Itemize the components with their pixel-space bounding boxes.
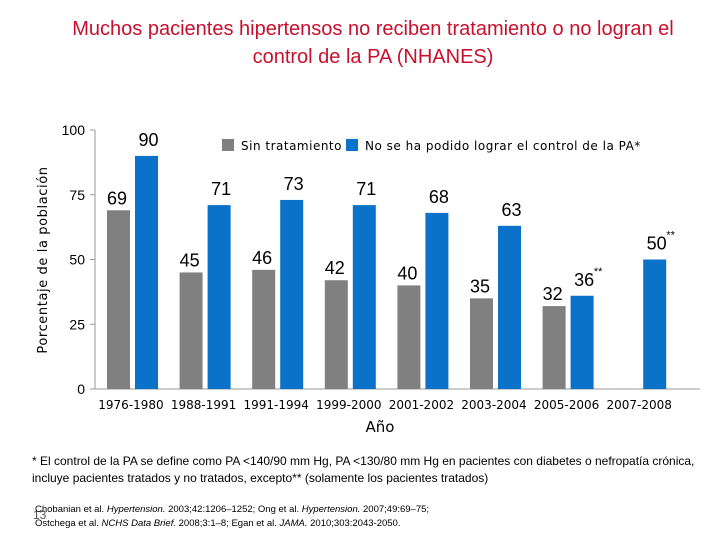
bar-sin-tratamiento xyxy=(470,298,493,389)
data-label-sin-tratamiento: 32 xyxy=(543,284,563,304)
data-label-no-control: 50 xyxy=(647,234,667,254)
x-tick-label: 2001-2002 xyxy=(389,398,454,412)
bar-no-control xyxy=(280,199,304,389)
y-tick-label: 25 xyxy=(69,316,85,332)
data-label-no-control: 68 xyxy=(429,187,449,207)
x-tick-label: 1991-1994 xyxy=(243,398,308,412)
data-label-annotation: ** xyxy=(594,266,603,278)
bar-sin-tratamiento xyxy=(252,269,276,389)
ref3-authors: Ostchega et al. xyxy=(35,518,102,529)
ref4-rest: 2010;303:2043-2050. xyxy=(307,518,401,529)
data-label-no-control: 90 xyxy=(138,130,158,150)
ref3-rest: 2008;3:1–8; Egan et al. xyxy=(175,518,280,529)
bar-no-control xyxy=(352,205,376,389)
x-tick-label: 1988-1991 xyxy=(171,398,236,412)
data-label-sin-tratamiento: 42 xyxy=(325,258,345,278)
data-label-sin-tratamiento: 35 xyxy=(470,276,490,296)
bar-no-control xyxy=(135,155,158,389)
legend-swatch-no-control xyxy=(346,139,358,151)
data-label-sin-tratamiento: 45 xyxy=(180,250,200,270)
bar-no-control xyxy=(207,205,231,389)
ref2-rest: 2007;49:69–75; xyxy=(360,504,430,515)
references-line-1: Chobanian et al. Hypertension. 2003;42:1… xyxy=(35,503,685,517)
data-label-no-control: 71 xyxy=(211,179,231,199)
data-label-no-control: 73 xyxy=(284,174,304,194)
x-tick-label: 1999-2000 xyxy=(316,398,381,412)
bar-sin-tratamiento xyxy=(542,306,566,389)
page-title: Muchos pacientes hipertensos no reciben … xyxy=(72,18,674,68)
bar-no-control xyxy=(498,225,521,389)
ref2-journal: Hypertension. xyxy=(301,504,361,515)
x-tick-label: 2005-2006 xyxy=(534,398,599,412)
ref1-rest: 2003;42:1206–1252; Ong et al. xyxy=(165,504,302,515)
bar-no-control xyxy=(643,259,667,389)
bar-sin-tratamiento xyxy=(107,210,130,389)
x-axis-label: Año xyxy=(366,418,395,436)
legend-label-sin-tratamiento: Sin tratamiento xyxy=(241,139,342,153)
ref4-journal: JAMA. xyxy=(279,518,308,529)
data-label-no-control: 71 xyxy=(356,179,376,199)
legend-label-no-control: No se ha podido lograr el control de la … xyxy=(365,139,641,153)
bar-sin-tratamiento xyxy=(179,272,203,389)
data-label-sin-tratamiento: 46 xyxy=(252,248,272,268)
x-tick-label: 2003-2004 xyxy=(461,398,526,412)
footnote: * El control de la PA se define como PA … xyxy=(32,454,695,485)
bar-no-control xyxy=(425,212,449,389)
y-tick-label: 75 xyxy=(69,187,85,203)
y-tick-label: 50 xyxy=(69,252,85,268)
bar-sin-tratamiento xyxy=(397,285,421,389)
ref1-journal: Hypertension. xyxy=(106,504,166,515)
data-label-sin-tratamiento: 40 xyxy=(397,263,417,283)
legend-swatch-sin-tratamiento xyxy=(222,139,234,151)
x-tick-label: 1976-1980 xyxy=(98,398,163,412)
y-axis-label: Porcentaje de la población xyxy=(36,166,51,353)
x-tick-label: 2007-2008 xyxy=(606,398,671,412)
data-label-annotation: ** xyxy=(666,230,675,242)
data-label-no-control: 63 xyxy=(501,200,521,220)
references: Chobanian et al. Hypertension. 2003;42:1… xyxy=(35,503,685,531)
references-line-2: Ostchega et al. NCHS Data Brief. 2008;3:… xyxy=(35,517,685,531)
ref1-authors: Chobanian et al. xyxy=(35,504,107,515)
ref3-journal: NCHS Data Brief. xyxy=(101,518,176,529)
data-label-sin-tratamiento: 69 xyxy=(107,188,127,208)
y-tick-label: 0 xyxy=(77,381,85,397)
bar-no-control xyxy=(570,295,594,389)
y-tick-label: 100 xyxy=(62,122,86,138)
data-label-no-control: 36 xyxy=(574,270,594,290)
slide-number: 13 xyxy=(33,508,47,522)
bar-sin-tratamiento xyxy=(324,280,348,389)
